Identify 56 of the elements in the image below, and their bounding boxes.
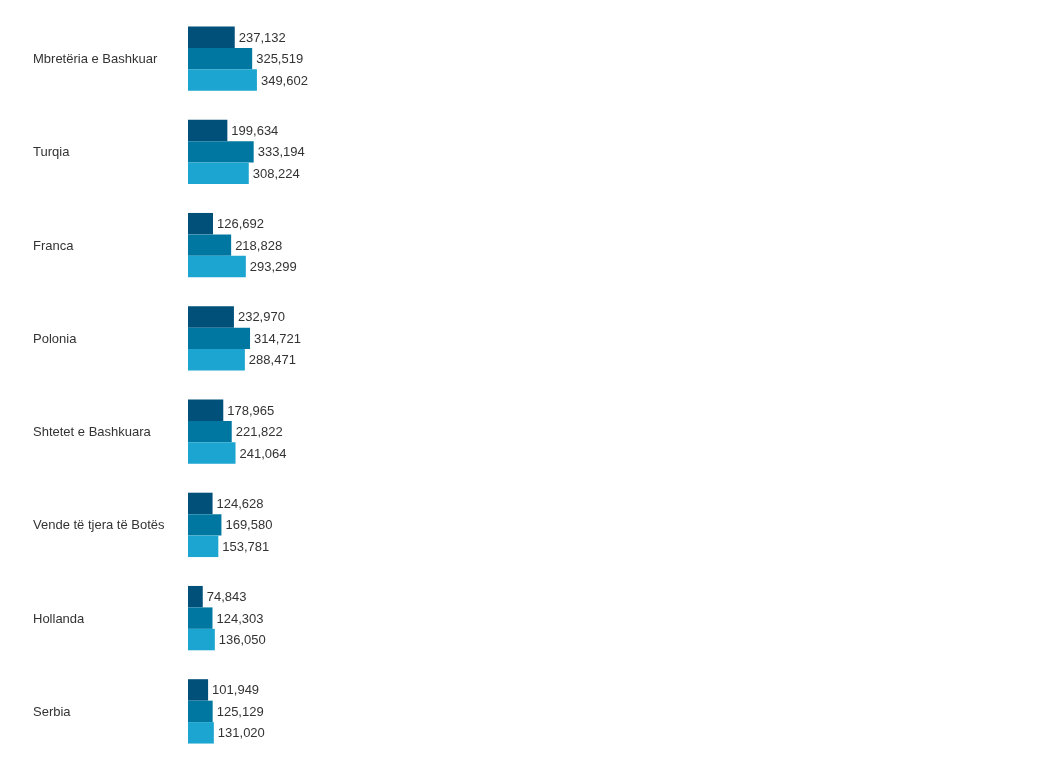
data-label: 333,194: [257, 144, 305, 160]
y-tick-label: Shtetet e Bashkuara: [33, 424, 152, 440]
bar: [188, 399, 224, 421]
data-label: 288,471: [248, 352, 296, 368]
bar: [188, 162, 249, 185]
bar: [188, 535, 219, 558]
data-label: 349,602: [260, 72, 308, 88]
bar: [188, 628, 215, 651]
bar: [188, 700, 213, 723]
y-tick-label: Turqia: [33, 144, 71, 160]
bar: [188, 119, 228, 142]
y-tick-label: Polonia: [33, 330, 78, 346]
bar: [188, 420, 232, 443]
bar: [188, 492, 213, 515]
data-label: 124,303: [216, 610, 264, 626]
data-label: 136,050: [218, 632, 266, 648]
bar: [188, 306, 234, 328]
y-tick-label: Franca: [33, 237, 75, 253]
bar: [188, 69, 257, 91]
data-label: 241,064: [239, 445, 287, 461]
data-label: 74,843: [206, 589, 247, 605]
data-label: 308,224: [252, 165, 300, 181]
bar: [188, 442, 236, 464]
y-tick-label: Hollanda: [33, 610, 86, 626]
data-label: 125,129: [216, 703, 264, 719]
data-label: 169,580: [225, 517, 273, 533]
bar: [188, 722, 214, 744]
bar: [188, 141, 254, 163]
y-tick-label: Serbia: [33, 703, 72, 719]
data-label: 293,299: [249, 259, 297, 275]
data-label: 314,721: [254, 330, 302, 346]
data-label: 221,822: [235, 424, 283, 440]
bar: [188, 514, 222, 536]
y-tick-label: Vende të tjera të Botës: [33, 517, 166, 533]
bar: [188, 327, 251, 350]
bar: [188, 255, 246, 278]
bar: [188, 679, 209, 701]
bar: [188, 26, 235, 48]
data-label: 153,781: [222, 538, 270, 554]
data-label: 232,970: [237, 309, 285, 325]
data-label: 131,020: [217, 725, 265, 741]
data-label: 178,965: [227, 402, 275, 418]
bar: [188, 607, 213, 629]
data-label: 199,634: [231, 122, 279, 138]
data-label: 325,519: [256, 51, 304, 67]
data-label: 101,949: [212, 682, 260, 698]
bar: [188, 234, 232, 256]
data-label: 218,828: [235, 237, 283, 253]
bar: [188, 585, 203, 608]
bar: [188, 47, 253, 70]
data-label: 124,628: [216, 495, 264, 511]
bar: [188, 349, 245, 371]
bar: [188, 212, 213, 235]
data-label: 237,132: [238, 29, 286, 45]
data-label: 126,692: [216, 216, 264, 232]
y-tick-label: Mbretëria e Bashkuar: [33, 51, 158, 67]
